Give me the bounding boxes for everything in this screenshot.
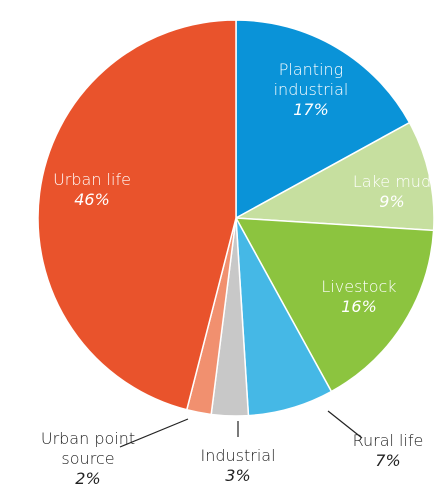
slice-value: 46% [74, 190, 110, 209]
slice-value: 7% [375, 451, 401, 470]
slice-label: Industrial 3% [183, 446, 293, 486]
slice-name: Urban life [53, 170, 131, 189]
pie-slice [235, 19, 411, 220]
slice-label: Planting industrial 17% [256, 60, 366, 120]
slice-name: Urban point source [40, 429, 136, 468]
slice-name: Planting industrial [273, 60, 349, 99]
slice-name: Industrial [200, 446, 276, 465]
slice-label: Urban life 46% [37, 170, 147, 210]
slice-label: Urban point source 2% [23, 429, 153, 489]
slice-label: Lake mud 9% [337, 172, 435, 212]
slice-value: 3% [225, 466, 251, 485]
slice-name: Livestock [321, 277, 397, 296]
slice-value: 16% [341, 297, 377, 316]
slice-value: 2% [75, 469, 101, 488]
slice-label: Livestock 16% [304, 277, 414, 317]
leader-line [327, 410, 363, 439]
slice-name: Rural life [352, 431, 424, 450]
pie-slice [233, 121, 435, 232]
pie-slice [234, 217, 435, 393]
slice-label: Rural life 7% [333, 431, 435, 471]
slice-value: 17% [293, 100, 329, 119]
slice-name: Lake mud [352, 172, 432, 191]
pie-slice [37, 19, 237, 411]
leader-line [119, 418, 189, 448]
slice-value: 9% [379, 192, 405, 211]
